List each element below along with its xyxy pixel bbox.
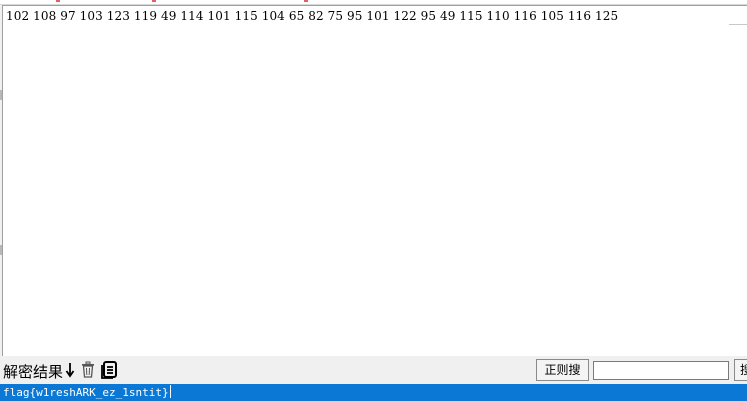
left-notch xyxy=(0,245,2,255)
document-icon[interactable] xyxy=(101,361,118,379)
text-caret xyxy=(169,385,171,398)
top-mark xyxy=(56,0,60,2)
editor-divider xyxy=(729,24,747,25)
arrow-down-icon[interactable] xyxy=(65,361,75,379)
decrypt-result-label: 解密结果 xyxy=(3,363,64,381)
result-value: flag{w1reshARK_ez_1sntit} xyxy=(3,386,169,399)
top-strip xyxy=(0,0,747,5)
top-mark xyxy=(304,0,308,2)
top-mark xyxy=(152,0,156,2)
left-notch xyxy=(0,90,2,100)
search-input[interactable] xyxy=(593,361,729,380)
regex-search-button[interactable]: 正则搜 xyxy=(536,359,589,381)
result-toolbar: 解密结果 正则搜 xyxy=(0,357,747,384)
result-output-text: flag{w1reshARK_ez_1sntit} xyxy=(3,385,171,400)
input-text-content: 102 108 97 103 123 119 49 114 101 115 10… xyxy=(6,9,619,23)
trash-icon[interactable] xyxy=(80,361,96,379)
input-text-area[interactable]: 102 108 97 103 123 119 49 114 101 115 10… xyxy=(2,5,747,356)
search-button[interactable]: 搜 xyxy=(734,359,747,381)
result-output-bar[interactable]: flag{w1reshARK_ez_1sntit} xyxy=(0,384,747,401)
